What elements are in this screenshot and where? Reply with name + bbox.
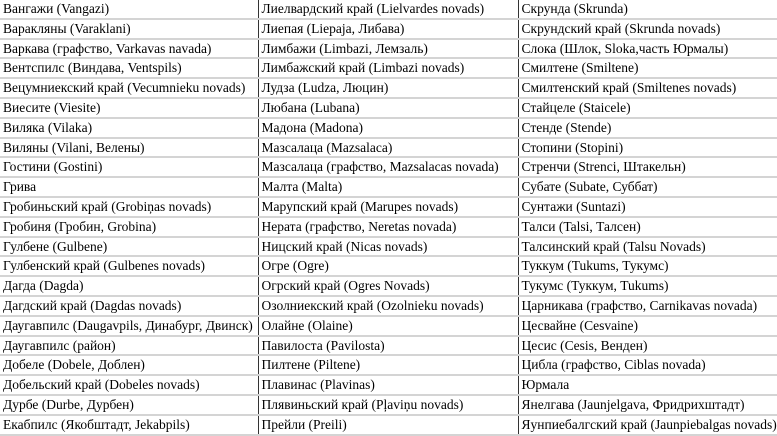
table-cell: Варакляны (Varaklani) xyxy=(0,18,259,40)
table-row: Варакляны (Varaklani) Лиепая (Liepaja, Ли… xyxy=(0,18,777,40)
table-cell: Лиелвардский край (Lielvardes novads) xyxy=(258,0,519,20)
table-row: Добельский край (Dobeles novads) Плавинас… xyxy=(0,375,777,396)
table-cell: Дурбе (Durbe, Дурбен) xyxy=(0,394,259,416)
table-cell: Смилтенский край (Smiltenes novads) xyxy=(518,78,777,99)
table-cell: Лимбажский край (Limbazi novads) xyxy=(258,58,519,80)
table-cell: Смилтене (Smiltene) xyxy=(518,58,777,80)
table-cell: Лиепая (Liepaja, Либава) xyxy=(258,18,519,40)
table-row: Добеле (Dobele, Доблен) Пилтене (Piltene)… xyxy=(0,355,777,377)
table-cell: Павилоста (Pavilosta) xyxy=(258,335,519,357)
table-cell: Сунтажи (Suntazi) xyxy=(518,196,777,218)
table-cell: Вецумниекский край (Vecumnieku novads) xyxy=(0,78,259,99)
table-cell: Стренчи (Strenci, Штакельн) xyxy=(518,157,777,179)
table-cell: Мазсалаца (графство, Mazsalacas novada) xyxy=(258,157,519,179)
table-row: Гулбене (Gulbene) Ницский край (Nicas nov… xyxy=(0,236,777,258)
table-cell: Огрский край (Ogres Novads) xyxy=(258,276,519,297)
table-row: Виляка (Vilaka) Мадона (Madona) Стенде (St… xyxy=(0,117,777,139)
table-cell: Дагда (Dagda) xyxy=(0,276,259,297)
table-cell: Даугавпилс (Daugavpils, Динабург, Двинск… xyxy=(0,315,259,337)
table-row: Даугавпилс (Daugavpils, Динабург, Двинск… xyxy=(0,315,777,337)
table-row: Виесите (Viesite) Любана (Lubana) Стайцеле… xyxy=(0,97,777,119)
table-cell: Гостини (Gostini) xyxy=(0,157,259,179)
table-cell: Ницский край (Nicas novads) xyxy=(258,236,519,258)
table-cell: Цесвайне (Cesvaine) xyxy=(518,315,777,337)
table-row: Вецумниекский край (Vecumnieku novads) Лу… xyxy=(0,78,777,99)
table-cell: Юрмала xyxy=(518,375,777,396)
table-row: Вентспилс (Виндава, Ventspils) Лимбажский… xyxy=(0,58,777,80)
table-cell: Олайне (Olaine) xyxy=(258,315,519,337)
table-cell: Виесите (Viesite) xyxy=(0,97,259,119)
table-cell: Стенде (Stende) xyxy=(518,117,777,139)
table-cell: Добеле (Dobele, Доблен) xyxy=(0,355,259,377)
table-cell: Цибла (графство, Ciblas novada) xyxy=(518,355,777,377)
table-cell: Скрундский край (Skrunda novads) xyxy=(518,18,777,40)
table-row: Гулбенский край (Gulbenes novads) Огре (O… xyxy=(0,256,777,278)
table-cell: Дагдский край (Dagdas novads) xyxy=(0,295,259,317)
table-cell: Нерата (графство, Neretas novada) xyxy=(258,216,519,238)
table-cell: Яунпиебалгский край (Jaunpiebalgas novad… xyxy=(518,414,777,436)
table-cell: Варкава (графство, Varkavas navada) xyxy=(0,38,259,60)
table-row: Виляны (Vilani, Велены) Мазсалаца (Mazsal… xyxy=(0,137,777,159)
table-cell: Талсинский край (Talsu Novads) xyxy=(518,236,777,258)
table-cell: Плявиньский край (Pļaviņu novads) xyxy=(258,394,519,416)
table-row: Екабпилс (Якобштадт, Jekabpils) Прейли (P… xyxy=(0,414,777,436)
table-cell: Гробиня (Гробин, Grobina) xyxy=(0,216,259,238)
table-cell: Талси (Talsi, Талсен) xyxy=(518,216,777,238)
table-cell: Даугавпилс (район) xyxy=(0,335,259,357)
table-row: Дагдский край (Dagdas novads) Озолниекски… xyxy=(0,295,777,317)
table-cell: Янелгава (Jaunjelgava, Фридрихштадт) xyxy=(518,394,777,416)
table-cell: Виляны (Vilani, Велены) xyxy=(0,137,259,159)
table-cell: Лудза (Ludza, Люцин) xyxy=(258,78,519,99)
table-cell: Грива xyxy=(0,177,259,198)
table-cell: Скрунда (Skrunda) xyxy=(518,0,777,20)
table-cell: Вентспилс (Виндава, Ventspils) xyxy=(0,58,259,80)
table-cell: Мадона (Madona) xyxy=(258,117,519,139)
table-cell: Гулбенский край (Gulbenes novads) xyxy=(0,256,259,278)
table-cell: Тукумс (Туккум, Tukums) xyxy=(518,276,777,297)
table-cell: Стайцеле (Staicele) xyxy=(518,97,777,119)
table-row: Дагда (Dagda) Огрский край (Ogres Novads)… xyxy=(0,276,777,297)
table-row: Гостини (Gostini) Мазсалаца (графство, Ma… xyxy=(0,157,777,179)
table-cell: Прейли (Preili) xyxy=(258,414,519,436)
table-cell: Стопини (Stopini) xyxy=(518,137,777,159)
table-cell: Пилтене (Piltene) xyxy=(258,355,519,377)
table-cell: Екабпилс (Якобштадт, Jekabpils) xyxy=(0,414,259,436)
table-cell: Добельский край (Dobeles novads) xyxy=(0,375,259,396)
table-cell: Марупский край (Marupes novads) xyxy=(258,196,519,218)
table-row: Грива Малта (Malta) Субате (Subate, Суббат… xyxy=(0,177,777,198)
table-row: Гробиня (Гробин, Grobina) Нерата (графств… xyxy=(0,216,777,238)
table-cell: Гулбене (Gulbene) xyxy=(0,236,259,258)
table-cell: Субате (Subate, Суббат) xyxy=(518,177,777,198)
table-row: Дурбе (Durbe, Дурбен) Плявиньский край (P… xyxy=(0,394,777,416)
table-cell: Виляка (Vilaka) xyxy=(0,117,259,139)
table-cell: Туккум (Tukums, Тукумс) xyxy=(518,256,777,278)
table-cell: Озолниекский край (Ozolnieku novads) xyxy=(258,295,519,317)
table-cell: Мазсалаца (Mazsalaca) xyxy=(258,137,519,159)
table-row: Даугавпилс (район) Павилоста (Pavilosta) Ц… xyxy=(0,335,777,357)
table-cell: Огре (Ogre) xyxy=(258,256,519,278)
table-row: Варкава (графство, Varkavas navada) Лимба… xyxy=(0,38,777,60)
table-cell: Цесис (Cesis, Венден) xyxy=(518,335,777,357)
table-cell: Гробиньский край (Grobiņas novads) xyxy=(0,196,259,218)
table-cell: Царникава (графство, Carnikavas novada) xyxy=(518,295,777,317)
table-cell: Малта (Malta) xyxy=(258,177,519,198)
table-row: Вангажи (Vangazi) Лиелвардский край (Liel… xyxy=(0,0,777,20)
table-cell: Слока (Шлок, Sloka,часть Юрмалы) xyxy=(518,38,777,60)
table-cell: Плавинас (Plavinas) xyxy=(258,375,519,396)
table-row: Гробиньский край (Grobiņas novads) Марупс… xyxy=(0,196,777,218)
table-cell: Лимбажи (Limbazi, Лемзаль) xyxy=(258,38,519,60)
table-cell: Вангажи (Vangazi) xyxy=(0,0,259,20)
table-cell: Любана (Lubana) xyxy=(258,97,519,119)
